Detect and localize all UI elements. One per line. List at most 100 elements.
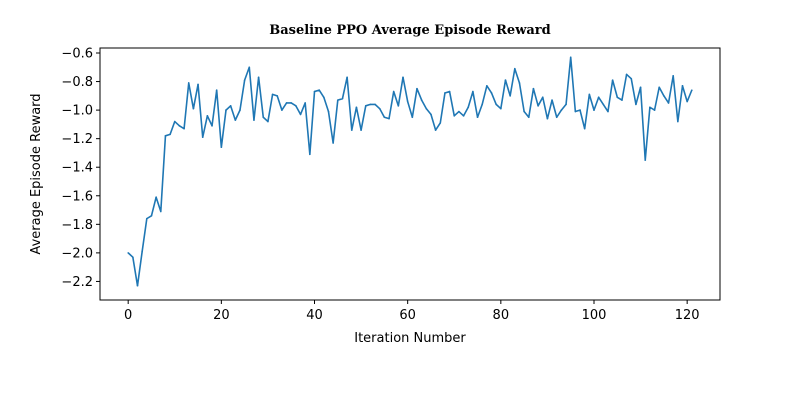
y-tick-label: −1.2 [61, 132, 93, 147]
data-point [448, 90, 451, 93]
data-point [332, 142, 334, 144]
data-point [178, 125, 181, 127]
data-point [150, 214, 153, 217]
data-point [462, 115, 465, 117]
data-point [229, 105, 232, 107]
data-point [500, 107, 502, 110]
x-tick-label: 20 [213, 308, 230, 323]
data-point [583, 127, 586, 130]
data-point [383, 116, 386, 119]
data-point [444, 92, 446, 94]
data-point [514, 67, 516, 70]
data-point [635, 103, 637, 106]
data-point [518, 82, 521, 84]
y-tick-label: −2.0 [61, 246, 93, 261]
data-point [630, 77, 633, 80]
x-tick-label: 100 [582, 308, 607, 323]
data-point [597, 96, 600, 99]
data-point [486, 85, 488, 87]
data-point [686, 100, 688, 103]
data-point [476, 116, 479, 119]
data-point [304, 102, 306, 104]
data-point [285, 102, 288, 104]
data-point [220, 146, 223, 149]
data-point [355, 106, 358, 109]
data-point [472, 90, 474, 93]
data-point [625, 73, 628, 76]
y-tick-label: −1.8 [61, 218, 93, 233]
data-point [299, 113, 302, 116]
data-point [537, 105, 539, 107]
series-0 [127, 56, 693, 287]
data-point [253, 119, 255, 121]
y-tick-label: −0.6 [61, 46, 93, 61]
data-point [649, 106, 651, 109]
data-point [295, 105, 297, 107]
data-point [327, 110, 330, 113]
data-point [691, 89, 693, 91]
data-point [215, 89, 218, 91]
data-point [281, 109, 283, 111]
data-point [388, 117, 390, 120]
data-point [555, 116, 558, 119]
plot-frame [99, 47, 721, 301]
data-point [481, 103, 484, 106]
data-point [146, 217, 148, 220]
y-tick-label: −1.0 [61, 104, 93, 119]
data-point [271, 93, 274, 96]
chart-title: Baseline PPO Average Episode Reward [269, 23, 551, 38]
data-point [434, 129, 437, 131]
data-point [225, 109, 227, 111]
data-point [546, 117, 549, 120]
data-point [206, 115, 209, 117]
data-point [667, 102, 670, 104]
plot-area: 0 20 40 60 80 100 120 −2.2 −2.0 −1.8 −1.6 −1.4 −1.2… [61, 46, 721, 323]
data-point [262, 116, 265, 119]
data-point [551, 99, 553, 101]
data-point [309, 153, 311, 156]
x-axis-label: Iteration Number [354, 331, 466, 346]
data-point [621, 99, 623, 101]
data-point [453, 115, 456, 117]
data-point [267, 120, 269, 123]
data-point [495, 103, 497, 106]
series-line [127, 56, 693, 287]
data-point [132, 256, 134, 258]
data-point [141, 250, 143, 253]
data-point [663, 95, 665, 97]
data-point [588, 93, 591, 96]
data-point [607, 110, 609, 113]
data-point [127, 252, 129, 254]
data-point [672, 75, 674, 77]
data-point [411, 116, 414, 119]
data-point [378, 107, 381, 110]
data-point [593, 109, 595, 111]
data-point [509, 95, 511, 97]
data-point [560, 109, 563, 111]
data-point [527, 116, 530, 119]
x-tick-label: 40 [306, 308, 323, 323]
data-point [397, 105, 400, 107]
data-point [602, 103, 605, 106]
data-point [173, 120, 176, 123]
y-tick-label: −2.2 [61, 275, 93, 290]
data-point [234, 119, 237, 121]
data-point [243, 79, 246, 81]
y-axis: −2.2 −2.0 −1.8 −1.6 −1.4 −1.2 −1.0 −0.8 −0.6 [61, 46, 100, 290]
data-point [136, 284, 139, 287]
data-point [644, 159, 647, 161]
data-point [416, 87, 418, 90]
data-point [420, 99, 423, 101]
data-point [677, 120, 679, 123]
data-point [248, 66, 251, 69]
data-point [458, 110, 460, 113]
data-point [257, 76, 260, 79]
data-point [155, 196, 157, 199]
y-tick-label: −0.8 [61, 75, 93, 90]
data-point [579, 109, 581, 111]
data-point [318, 89, 320, 91]
data-point [276, 95, 279, 97]
data-point [406, 100, 409, 103]
x-tick-label: 0 [124, 308, 132, 323]
data-point [169, 133, 171, 136]
